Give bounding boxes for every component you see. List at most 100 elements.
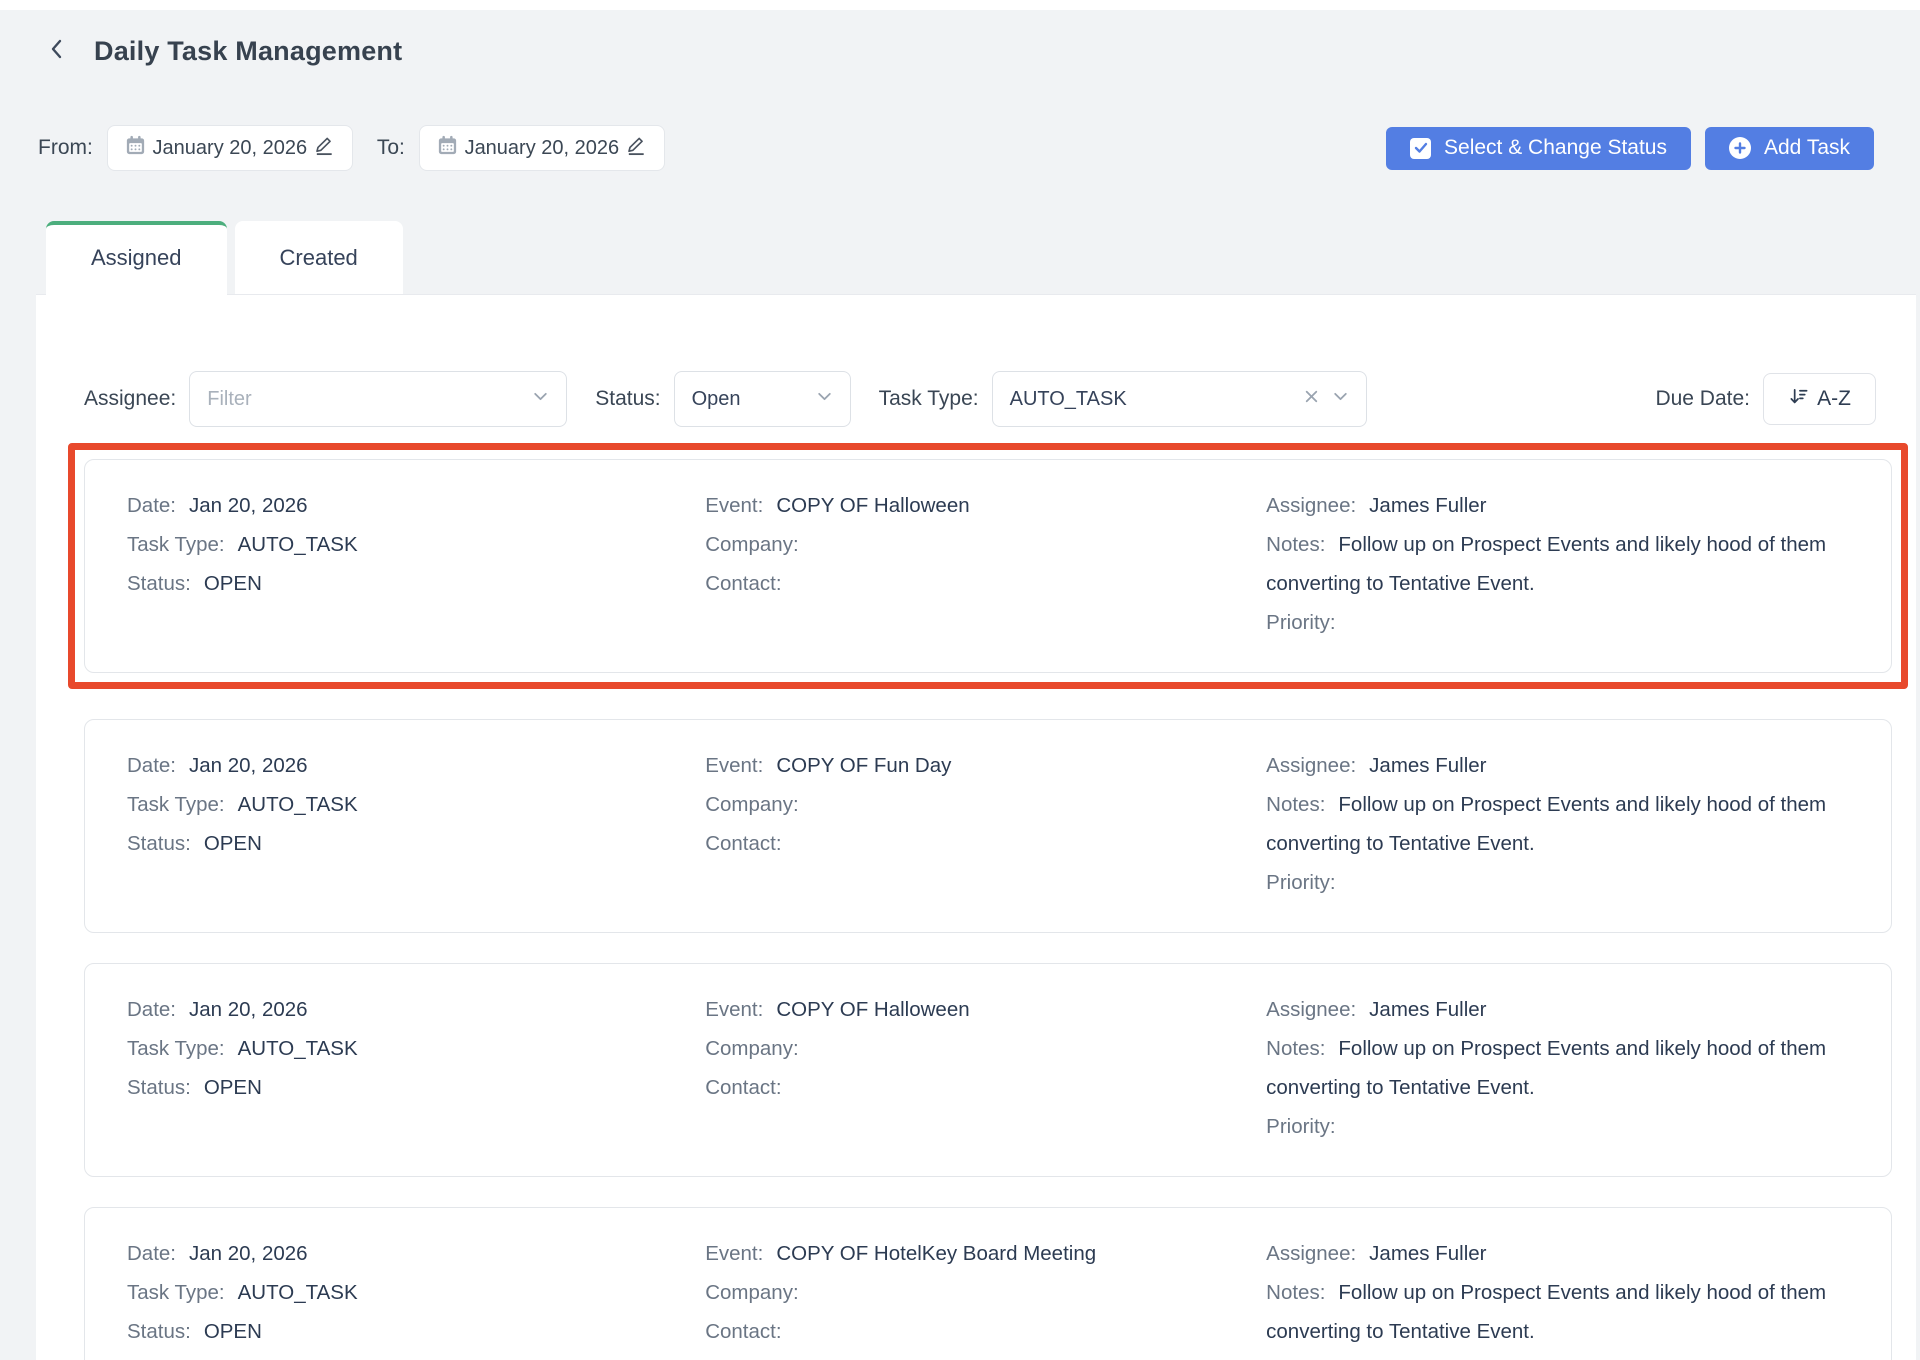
status-value: OPEN bbox=[204, 1320, 262, 1343]
notes-label: Notes: bbox=[1266, 1037, 1325, 1060]
to-label: To: bbox=[377, 136, 405, 160]
event-label: Event: bbox=[705, 754, 763, 777]
status-label: Status: bbox=[127, 572, 191, 595]
status-value: OPEN bbox=[204, 572, 262, 595]
chevron-down-icon bbox=[816, 388, 833, 411]
assignee-value: James Fuller bbox=[1369, 754, 1486, 777]
company-label: Company: bbox=[705, 793, 798, 816]
task-type-label: Task Type: bbox=[127, 793, 225, 816]
notes-value: Follow up on Prospect Events and likely … bbox=[1266, 533, 1826, 595]
chevron-down-icon bbox=[1332, 388, 1349, 411]
event-value: COPY OF Halloween bbox=[776, 494, 969, 517]
task-type-label: Task Type: bbox=[127, 533, 225, 556]
notes-value: Follow up on Prospect Events and likely … bbox=[1266, 1281, 1826, 1343]
checkbox-checked-icon bbox=[1410, 138, 1431, 159]
status-label: Status: bbox=[127, 1076, 191, 1099]
task-type-value: AUTO_TASK bbox=[238, 1281, 358, 1304]
company-label: Company: bbox=[705, 1281, 798, 1304]
back-chevron-icon bbox=[46, 36, 68, 67]
event-value: COPY OF HotelKey Board Meeting bbox=[776, 1242, 1096, 1265]
task-card[interactable]: Date:Jan 20, 2026 Task Type:AUTO_TASK St… bbox=[84, 963, 1892, 1177]
event-label: Event: bbox=[705, 494, 763, 517]
highlighted-task-ring: Date: Jan 20, 2026 Task Type: AUTO_TASK St… bbox=[68, 443, 1908, 689]
notes-label: Notes: bbox=[1266, 1281, 1325, 1304]
edit-pencil-icon[interactable] bbox=[313, 134, 336, 162]
status-value: OPEN bbox=[204, 832, 262, 855]
tab-created[interactable]: Created bbox=[235, 221, 403, 295]
task-type-label: Task Type: bbox=[127, 1037, 225, 1060]
assignee-filter-select[interactable]: Filter bbox=[189, 371, 567, 427]
event-label: Event: bbox=[705, 1242, 763, 1265]
notes-value: Follow up on Prospect Events and likely … bbox=[1266, 1037, 1826, 1099]
task-type-value: AUTO_TASK bbox=[238, 533, 358, 556]
contact-label: Contact: bbox=[705, 832, 781, 855]
assignee-label: Assignee: bbox=[1266, 754, 1356, 777]
plus-circle-icon bbox=[1729, 137, 1751, 159]
assignee-value: James Fuller bbox=[1369, 1242, 1486, 1265]
status-value: OPEN bbox=[204, 1076, 262, 1099]
event-value: COPY OF Halloween bbox=[776, 998, 969, 1021]
task-type-value: AUTO_TASK bbox=[238, 1037, 358, 1060]
contact-label: Contact: bbox=[705, 1320, 781, 1343]
to-date-picker[interactable]: January 20, 2026 bbox=[419, 125, 665, 171]
task-list: Date: Jan 20, 2026 Task Type: AUTO_TASK St… bbox=[36, 427, 1916, 1360]
task-card-col-right: Assignee:James Fuller Notes:Follow up on… bbox=[1266, 486, 1853, 642]
priority-label: Priority: bbox=[1266, 871, 1335, 894]
task-card-col-right: Assignee: James Fuller Notes:Follow up on… bbox=[1266, 990, 1853, 1146]
to-date-value: January 20, 2026 bbox=[465, 137, 620, 160]
status-label: Status: bbox=[127, 832, 191, 855]
select-change-status-label: Select & Change Status bbox=[1444, 136, 1667, 160]
edit-pencil-icon[interactable] bbox=[625, 134, 648, 162]
task-type-label: Task Type: bbox=[127, 1281, 225, 1304]
assignee-label: Assignee: bbox=[1266, 998, 1356, 1021]
contact-label: Contact: bbox=[705, 1076, 781, 1099]
status-filter-label: Status: bbox=[595, 387, 660, 411]
priority-label: Priority: bbox=[1266, 1115, 1335, 1138]
assignee-value: James Fuller bbox=[1369, 998, 1486, 1021]
select-change-status-button[interactable]: Select & Change Status bbox=[1386, 127, 1691, 170]
due-date-label: Due Date: bbox=[1655, 387, 1750, 411]
company-label: Company: bbox=[705, 1037, 798, 1060]
page-title: Daily Task Management bbox=[94, 36, 402, 67]
date-label: Date: bbox=[127, 494, 176, 517]
assignee-label: Assignee: bbox=[1266, 494, 1356, 517]
notes-label: Notes: bbox=[1266, 793, 1325, 816]
status-filter-value: Open bbox=[692, 388, 741, 411]
notes-value: Follow up on Prospect Events and likely … bbox=[1266, 793, 1826, 855]
date-label: Date: bbox=[127, 998, 176, 1021]
add-task-label: Add Task bbox=[1764, 136, 1850, 160]
add-task-button[interactable]: Add Task bbox=[1705, 127, 1874, 170]
calendar-icon bbox=[436, 134, 459, 162]
task-card[interactable]: Date:Jan 20, 2026 Task Type:AUTO_TASK St… bbox=[84, 719, 1892, 933]
filter-row: Assignee: Filter Status: Open Task Type:… bbox=[36, 295, 1916, 427]
task-card[interactable]: Date:Jan 20, 2026 Task Type:AUTO_TASK St… bbox=[84, 1207, 1892, 1360]
from-label: From: bbox=[38, 136, 93, 160]
task-type-filter-label: Task Type: bbox=[879, 387, 979, 411]
clear-x-icon[interactable] bbox=[1303, 388, 1320, 411]
assignee-label: Assignee: bbox=[1266, 1242, 1356, 1265]
task-card-col-left: Date:Jan 20, 2026 Task Type:AUTO_TASK St… bbox=[127, 746, 705, 902]
task-card[interactable]: Date: Jan 20, 2026 Task Type: AUTO_TASK St… bbox=[84, 459, 1892, 673]
date-value: Jan 20, 2026 bbox=[189, 494, 308, 517]
priority-label: Priority: bbox=[1266, 611, 1335, 634]
task-panel: Assignee: Filter Status: Open Task Type:… bbox=[36, 294, 1916, 1360]
from-date-value: January 20, 2026 bbox=[153, 137, 308, 160]
from-date-picker[interactable]: January 20, 2026 bbox=[107, 125, 353, 171]
due-date-sort-button[interactable]: A-Z bbox=[1763, 373, 1876, 425]
task-card-col-left: Date:Jan 20, 2026 Task Type:AUTO_TASK St… bbox=[127, 1234, 705, 1360]
tab-assigned-label: Assigned bbox=[91, 245, 182, 271]
chevron-down-icon bbox=[532, 388, 549, 411]
task-type-filter-select[interactable]: AUTO_TASK bbox=[992, 371, 1367, 427]
tab-assigned[interactable]: Assigned bbox=[46, 221, 227, 295]
task-card-col-middle: Event:COPY OF Fun Day Company: Contact: bbox=[705, 746, 1266, 902]
tab-bar: Assigned Created bbox=[46, 221, 1920, 295]
task-type-value: AUTO_TASK bbox=[238, 793, 358, 816]
assignee-value: James Fuller bbox=[1369, 494, 1486, 517]
task-card-col-right: Assignee: James Fuller Notes:Follow up on… bbox=[1266, 746, 1853, 902]
status-filter-select[interactable]: Open bbox=[674, 371, 851, 427]
back-button[interactable] bbox=[46, 36, 68, 67]
task-card-col-left: Date: Jan 20, 2026 Task Type: AUTO_TASK St… bbox=[127, 486, 705, 642]
date-value: Jan 20, 2026 bbox=[189, 754, 308, 777]
sort-descending-icon bbox=[1788, 386, 1809, 413]
date-label: Date: bbox=[127, 1242, 176, 1265]
